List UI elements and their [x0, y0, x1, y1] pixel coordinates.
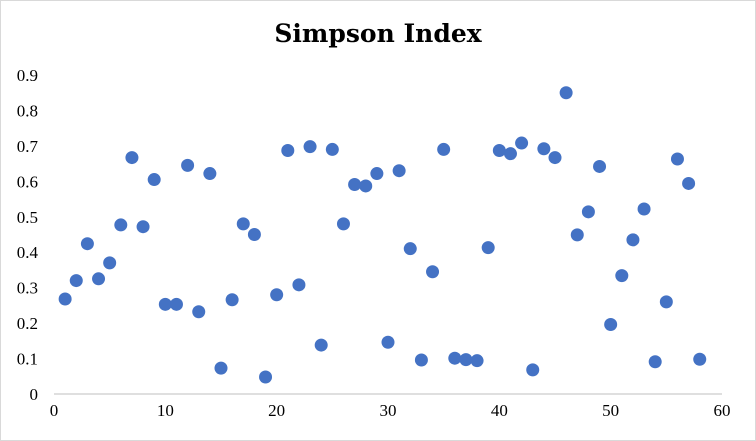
data-point [314, 338, 328, 352]
data-point [559, 86, 573, 100]
data-point [325, 142, 339, 156]
y-tick-label: 0 [30, 385, 39, 404]
x-tick-label: 30 [380, 401, 397, 420]
x-tick-label: 20 [268, 401, 285, 420]
data-point [414, 353, 428, 367]
data-point [281, 143, 295, 157]
data-point [437, 142, 451, 156]
y-tick-label: 0.5 [17, 208, 38, 227]
data-point [114, 218, 128, 232]
y-tick-label: 0.9 [17, 66, 38, 85]
y-tick-label: 0.6 [17, 172, 38, 191]
data-point [448, 351, 462, 365]
data-point [236, 217, 250, 231]
data-point [481, 241, 495, 255]
data-point [381, 335, 395, 349]
data-point [492, 143, 506, 157]
data-point [548, 151, 562, 165]
data-point [359, 179, 373, 193]
y-axis-tick-labels: 0 0.1 0.2 0.3 0.4 0.5 0.6 0.7 0.8 0.9 [17, 66, 39, 404]
data-point [670, 152, 684, 166]
data-point [682, 176, 696, 190]
y-tick-label: 0.1 [17, 350, 38, 369]
data-point [80, 237, 94, 251]
data-point [125, 151, 139, 165]
x-tick-label: 60 [714, 401, 731, 420]
data-point [426, 265, 440, 279]
data-point [203, 167, 217, 181]
data-point [526, 363, 540, 377]
data-point [292, 278, 306, 292]
data-point [270, 288, 284, 302]
chart-title: Simpson Index [274, 19, 482, 48]
data-point [626, 233, 640, 247]
data-points [58, 86, 707, 384]
y-tick-label: 0.8 [17, 101, 38, 120]
data-point [225, 293, 239, 307]
data-point [192, 305, 206, 319]
data-point [659, 295, 673, 309]
data-point [214, 361, 228, 375]
data-point [336, 217, 350, 231]
data-point [604, 318, 618, 332]
data-point [103, 256, 117, 270]
y-tick-label: 0.3 [17, 279, 38, 298]
data-point [581, 205, 595, 219]
data-point [403, 242, 417, 256]
data-point [637, 202, 651, 216]
data-point [392, 164, 406, 178]
x-axis-tick-labels: 0 10 20 30 40 50 60 [50, 401, 731, 420]
data-point [169, 297, 183, 311]
y-tick-label: 0.7 [17, 137, 39, 156]
data-point [158, 297, 172, 311]
data-point [58, 292, 72, 306]
data-point [593, 159, 607, 173]
x-tick-label: 10 [157, 401, 174, 420]
x-tick-label: 40 [491, 401, 508, 420]
data-point [181, 158, 195, 172]
data-point [303, 140, 317, 154]
data-point [348, 178, 362, 192]
data-point [693, 352, 707, 366]
x-tick-label: 50 [602, 401, 619, 420]
data-point [470, 354, 484, 368]
data-point [259, 370, 273, 384]
y-tick-label: 0.4 [17, 243, 39, 262]
data-point [92, 272, 106, 286]
data-point [69, 274, 83, 288]
data-point [648, 355, 662, 369]
data-point [459, 353, 473, 367]
y-tick-label: 0.2 [17, 314, 38, 333]
data-point [503, 147, 517, 161]
data-point [247, 228, 261, 241]
data-point [615, 269, 629, 283]
data-point [537, 142, 551, 156]
data-point [370, 167, 384, 181]
data-point [515, 136, 529, 150]
x-tick-label: 0 [50, 401, 59, 420]
data-point [147, 173, 161, 187]
data-point [136, 220, 150, 234]
data-point [570, 228, 584, 242]
